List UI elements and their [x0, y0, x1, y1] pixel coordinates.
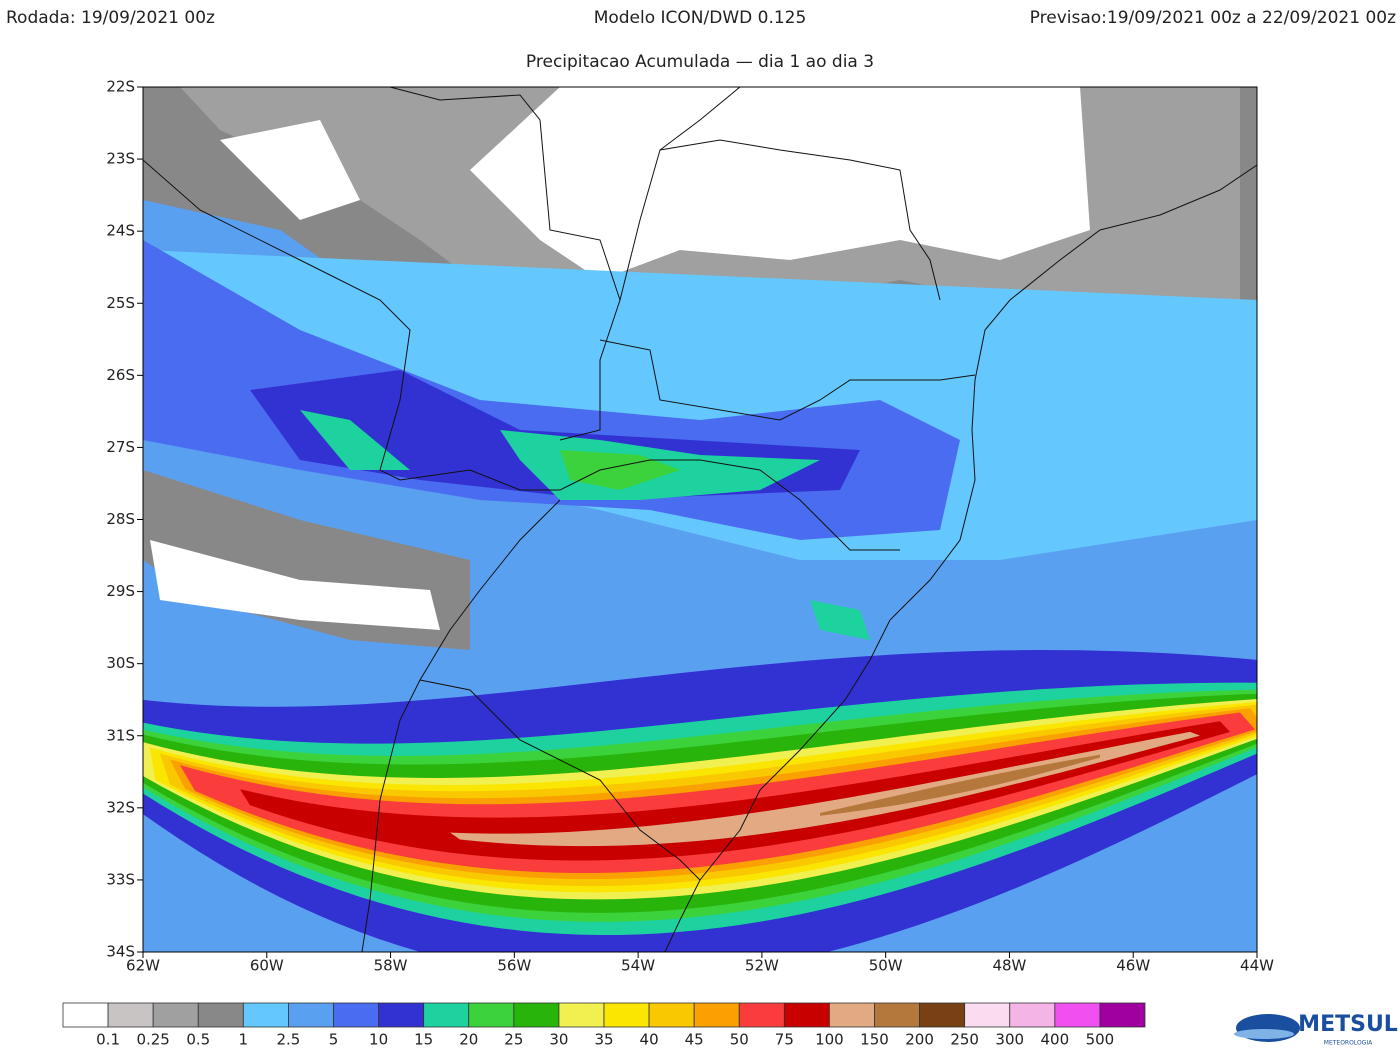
colorbar-box	[152, 1002, 199, 1028]
colorbar-box	[197, 1002, 244, 1028]
lat-label: 32S	[106, 798, 135, 816]
colorbar-label: 35	[594, 1031, 613, 1049]
axes: 22S23S24S25S26S27S28S29S30S31S32S33S34S6…	[106, 78, 1274, 975]
colorbar: 0.1 0.25 0.5 1 2.5 5 10 15 20 25 30 35 40 45 50 75 100 15…	[62, 1002, 1146, 1049]
colorbar-label: 500	[1086, 1031, 1115, 1049]
heavy-rain-band	[820, 754, 1100, 816]
lat-label: 23S	[106, 150, 135, 168]
lat-label: 31S	[106, 726, 135, 744]
colorbar-box	[378, 1002, 425, 1028]
colorbar-box	[468, 1002, 515, 1028]
colorbar-label: 250	[950, 1031, 979, 1049]
lon-label: 50W	[869, 957, 903, 975]
lon-label: 60W	[250, 957, 284, 975]
colorbar-box	[62, 1002, 109, 1028]
colorbar-box	[1054, 1002, 1101, 1028]
lat-label: 24S	[106, 222, 135, 240]
lat-label: 34S	[106, 943, 135, 961]
colorbar-box	[603, 1002, 650, 1028]
colorbar-label: 100	[815, 1031, 844, 1049]
colorbar-box	[107, 1002, 154, 1028]
colorbar-box	[288, 1002, 334, 1028]
logo-name: METSUL	[1298, 1012, 1398, 1037]
lat-label: 28S	[106, 510, 135, 528]
lat-label: 29S	[106, 582, 135, 600]
colorbar-label: 15	[414, 1031, 433, 1049]
colorbar-label: 45	[685, 1031, 704, 1049]
border	[659, 139, 941, 301]
lon-label: 52W	[745, 957, 779, 975]
colorbar-box	[919, 1002, 966, 1028]
precip-field	[143, 87, 1257, 952]
dry-area	[220, 120, 360, 220]
subtitle: Precipitacao Acumulada — dia 1 ao dia 3	[526, 52, 874, 72]
colorbar-box	[423, 1002, 470, 1028]
model-label: Modelo ICON/DWD 0.125	[594, 8, 807, 28]
rain-core	[810, 600, 870, 640]
colorbar-label: 300	[995, 1031, 1024, 1049]
rain-core	[300, 410, 410, 470]
colorbar-label: 30	[549, 1031, 568, 1049]
heavy-rain-band	[240, 721, 1230, 861]
lat-label: 27S	[106, 438, 135, 456]
colorbar-box	[964, 1002, 1011, 1028]
colorbar-label: 40	[640, 1031, 659, 1049]
lon-label: 44W	[1240, 957, 1274, 975]
border	[419, 679, 701, 881]
colorbar-box	[829, 1002, 875, 1028]
coastline	[664, 164, 1257, 952]
lat-label: 25S	[106, 294, 135, 312]
lon-label: 58W	[374, 957, 408, 975]
run-label: Rodada: 19/09/2021 00z	[6, 8, 215, 28]
lon-label: 48W	[992, 957, 1026, 975]
dry-area	[470, 87, 1090, 280]
lat-label: 30S	[106, 654, 135, 672]
colorbar-box	[874, 1002, 920, 1028]
colorbar-label: 75	[775, 1031, 794, 1049]
colorbar-label: 1	[239, 1031, 249, 1049]
lon-label: 54W	[621, 957, 655, 975]
colorbar-box	[693, 1002, 740, 1028]
colorbar-box	[738, 1002, 785, 1028]
borders	[143, 87, 1257, 952]
lat-label: 22S	[106, 78, 135, 96]
colorbar-label: 25	[504, 1031, 523, 1049]
colorbar-label: 400	[1041, 1031, 1070, 1049]
colorbar-box	[333, 1002, 379, 1028]
colorbar-box	[513, 1002, 560, 1028]
lon-label: 56W	[497, 957, 531, 975]
lon-label: 62W	[126, 957, 160, 975]
heavy-rain-band	[450, 731, 1200, 847]
border	[143, 159, 900, 551]
colorbar-label: 50	[730, 1031, 749, 1049]
forecast-label: Previsao:19/09/2021 00z a 22/09/2021 00z	[1030, 8, 1396, 28]
colorbar-label: 0.1	[96, 1031, 120, 1049]
colorbar-label: 150	[860, 1031, 889, 1049]
colorbar-box	[648, 1002, 695, 1028]
logo-tagline: METEOROLOGIA	[1324, 1040, 1373, 1047]
light-rain	[143, 250, 1257, 560]
colorbar-label: 5	[329, 1031, 339, 1049]
logo-swoosh	[1234, 1029, 1294, 1039]
colorbar-box	[1099, 1002, 1146, 1028]
lat-label: 33S	[106, 870, 135, 888]
colorbar-label: 0.25	[136, 1031, 169, 1049]
dry-area	[150, 540, 440, 630]
colorbar-label: 10	[369, 1031, 388, 1049]
colorbar-label: 0.5	[186, 1031, 210, 1049]
colorbar-box	[558, 1002, 605, 1028]
lat-label: 26S	[106, 366, 135, 384]
colorbar-label: 2.5	[276, 1031, 300, 1049]
colorbar-box	[783, 1002, 830, 1028]
colorbar-box	[1009, 1002, 1056, 1028]
lon-label: 46W	[1116, 957, 1150, 975]
colorbar-label: 200	[905, 1031, 934, 1049]
border	[389, 87, 621, 441]
logo: METSUL METEOROLOGIA	[1234, 1012, 1398, 1047]
colorbar-box	[242, 1002, 289, 1028]
colorbar-label: 20	[459, 1031, 478, 1049]
border	[599, 339, 976, 421]
